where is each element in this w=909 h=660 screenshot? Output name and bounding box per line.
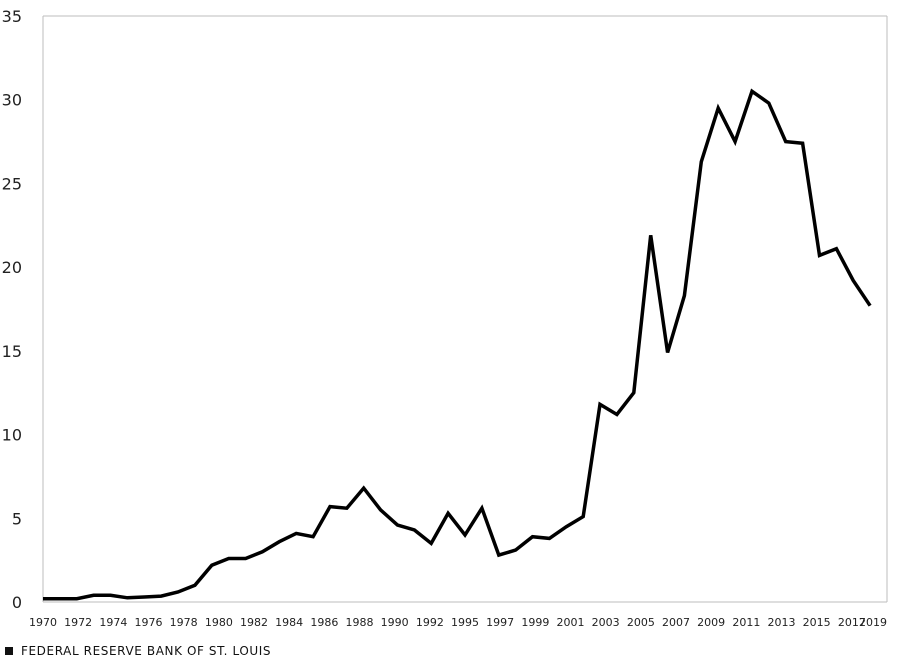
x-tick-label: 1972 [64,616,92,629]
x-tick-label: 1984 [275,616,303,629]
x-tick-label: 1974 [99,616,127,629]
x-tick-label: 2001 [557,616,585,629]
y-tick-label: 25 [2,174,22,193]
x-tick-label: 1980 [205,616,233,629]
y-axis-tick-labels: 0 5 10 15 20 25 30 35 [2,7,22,612]
x-tick-label: 2019 [859,616,887,629]
x-tick-label: 1970 [29,616,57,629]
y-tick-label: 5 [12,509,22,528]
x-tick-label: 2013 [768,616,796,629]
x-tick-label: 1976 [135,616,163,629]
y-tick-label: 10 [2,426,22,445]
y-tick-label: 35 [2,7,22,26]
x-tick-label: 2015 [803,616,831,629]
y-tick-label: 30 [2,91,22,110]
series-line [43,88,872,601]
x-tick-label: 1990 [381,616,409,629]
x-tick-label: 1995 [451,616,479,629]
x-tick-label: 2011 [732,616,760,629]
x-tick-label: 1992 [416,616,444,629]
x-tick-label: 2005 [627,616,655,629]
x-tick-label: 2007 [662,616,690,629]
x-tick-label: 1997 [486,616,514,629]
x-tick-label: 2017 [838,616,866,629]
x-tick-label: 1999 [521,616,549,629]
source-footer: FEDERAL RESERVE BANK OF ST. LOUIS [5,644,271,658]
y-tick-label: 20 [2,258,22,277]
x-tick-label: 2003 [592,616,620,629]
x-tick-label: 1982 [240,616,268,629]
square-bullet-icon [5,647,13,655]
y-tick-label: 15 [2,342,22,361]
x-tick-label: 1986 [310,616,338,629]
x-axis-tick-labels: 1970 1972 1974 1976 1978 1980 1982 1984 1986 1988… [29,616,887,629]
x-tick-label: 1988 [346,616,374,629]
y-tick-label: 0 [12,593,22,612]
x-tick-label: 1978 [170,616,198,629]
x-tick-label: 2009 [697,616,725,629]
source-label: FEDERAL RESERVE BANK OF ST. LOUIS [21,644,272,658]
